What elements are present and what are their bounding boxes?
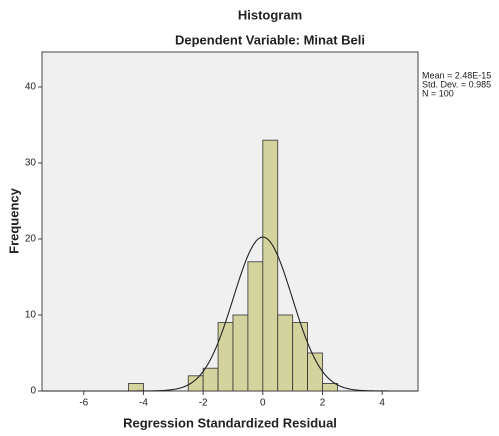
bar: [233, 315, 248, 391]
x-tick-label: -2: [199, 398, 208, 409]
x-tick-label: 2: [320, 398, 326, 409]
y-tick-label: 20: [25, 234, 37, 245]
x-axis-label: Regression Standardized Residual: [123, 415, 337, 430]
x-tick-label: 4: [379, 398, 385, 409]
x-tick-label: -4: [139, 398, 148, 409]
bar: [323, 383, 338, 391]
bar: [218, 323, 233, 391]
chart: Histogram Dependent Variable: Minat Beli…: [0, 0, 499, 436]
bar: [278, 315, 293, 391]
chart-title: Histogram: [238, 7, 302, 22]
x-tick-label: -6: [79, 398, 88, 409]
bar: [293, 323, 308, 391]
chart-subtitle: Dependent Variable: Minat Beli: [175, 32, 365, 47]
annotation: N = 100: [422, 88, 454, 98]
bar: [203, 368, 218, 391]
bar: [129, 383, 144, 391]
y-tick-label: 30: [25, 158, 37, 169]
bar: [263, 140, 278, 391]
bar: [248, 262, 263, 391]
y-tick-label: 40: [25, 82, 37, 93]
y-axis-label: Frequency: [6, 187, 21, 254]
x-tick-label: 0: [260, 398, 266, 409]
y-tick-label: 0: [30, 386, 36, 397]
y-tick-label: 10: [25, 310, 37, 321]
